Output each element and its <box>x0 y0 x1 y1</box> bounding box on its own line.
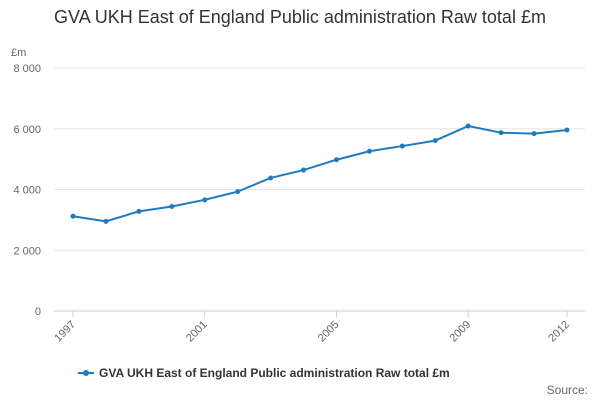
data-point[interactable] <box>235 189 241 195</box>
y-tick-label: 2 000 <box>13 245 41 257</box>
y-axis-unit-label: £m <box>11 47 26 59</box>
gridlines <box>54 67 585 312</box>
x-tick-label: 2012 <box>546 319 572 345</box>
data-point[interactable] <box>70 213 76 219</box>
y-tick-label: 8 000 <box>13 63 41 75</box>
x-tick-label: 1997 <box>52 319 78 345</box>
series-line <box>72 125 568 223</box>
data-point[interactable] <box>301 167 307 173</box>
y-tick-label: 0 <box>35 306 41 318</box>
data-point[interactable] <box>366 148 372 154</box>
data-point[interactable] <box>399 143 405 149</box>
series-group <box>70 123 570 224</box>
source-label: Source: <box>546 383 588 397</box>
data-point[interactable] <box>169 204 175 210</box>
x-tick-label: 2009 <box>448 319 474 345</box>
y-tick-labels: 0 2 000 4 000 6 000 8 000 <box>13 63 41 318</box>
x-tick-label: 2001 <box>184 319 210 345</box>
data-point[interactable] <box>432 138 438 144</box>
data-point[interactable] <box>268 175 274 181</box>
data-point[interactable] <box>103 218 109 224</box>
legend-label: GVA UKH East of England Public administr… <box>99 366 450 380</box>
x-tick-labels: 1997 2001 2005 2009 2012 <box>52 311 572 344</box>
data-point[interactable] <box>136 208 142 214</box>
data-point[interactable] <box>564 127 570 133</box>
data-point[interactable] <box>498 130 504 136</box>
legend[interactable]: GVA UKH East of England Public administr… <box>78 366 450 380</box>
data-point[interactable] <box>531 131 537 137</box>
data-point[interactable] <box>333 157 339 163</box>
x-tick-label: 2005 <box>316 319 342 345</box>
chart-title: GVA UKH East of England Public administr… <box>54 7 546 27</box>
y-tick-label: 6 000 <box>13 124 41 136</box>
y-tick-label: 4 000 <box>13 185 41 197</box>
data-point[interactable] <box>465 123 471 129</box>
legend-marker-icon <box>78 368 94 378</box>
data-point[interactable] <box>202 197 208 203</box>
